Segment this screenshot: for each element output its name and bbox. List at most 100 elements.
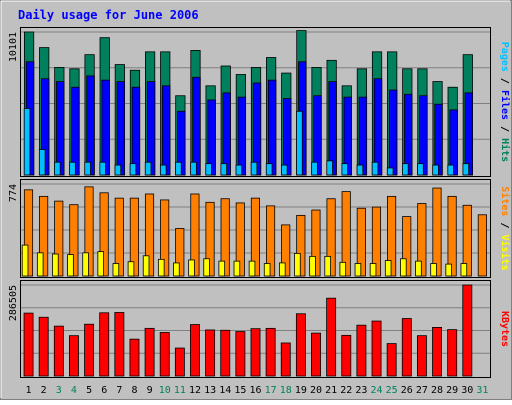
pages-bar xyxy=(447,164,454,176)
day-4-bars xyxy=(67,204,79,277)
day-3-bars xyxy=(53,325,64,377)
visits-bar-body xyxy=(203,258,210,277)
files-bar xyxy=(146,81,156,176)
pages-bar-body xyxy=(417,163,424,176)
day-9-bars xyxy=(144,327,155,377)
pages-bar xyxy=(220,163,228,176)
pages-bar xyxy=(159,164,167,176)
visits-bar-body xyxy=(430,263,437,277)
sites-bar-body xyxy=(281,224,291,277)
files-bar-body xyxy=(373,78,383,176)
day-10-bars xyxy=(157,199,170,277)
sites-bar xyxy=(281,224,291,277)
x-tick-label: 31 xyxy=(476,385,488,396)
pages-bar-body xyxy=(371,161,379,176)
kbytes-bar xyxy=(205,329,216,377)
y-axis-label-part: Hits xyxy=(499,138,511,162)
day-16-bars xyxy=(250,67,262,176)
kbytes-bar xyxy=(190,324,200,377)
day-6-bars xyxy=(99,312,110,377)
visits-bar xyxy=(445,263,452,277)
files-bar-body xyxy=(162,85,171,176)
files-bar xyxy=(358,96,368,176)
day-2-bars xyxy=(38,47,50,176)
day-16-bars xyxy=(248,197,260,277)
pages-bar-body xyxy=(159,164,167,176)
x-tick-label: 24 xyxy=(371,385,383,396)
day-30-bars xyxy=(462,284,473,377)
panel-visits-sites: 774 Sites / Visits xyxy=(8,179,511,278)
day-29-bars xyxy=(445,195,457,277)
files-bar xyxy=(116,81,126,176)
x-tick-label: 28 xyxy=(431,385,443,396)
sites-bar-body xyxy=(160,199,170,277)
sites-bar-body xyxy=(175,228,185,277)
kbytes-bar-body xyxy=(326,297,337,377)
x-tick-label: 11 xyxy=(174,385,186,396)
visits-bar xyxy=(173,262,180,277)
kbytes-bar xyxy=(99,312,110,377)
sites-bar xyxy=(235,202,245,277)
sites-bar-body xyxy=(462,204,472,277)
files-bar xyxy=(373,78,383,176)
files-bar xyxy=(388,89,398,176)
sites-bar xyxy=(417,203,427,277)
pages-bar-body xyxy=(432,164,439,176)
pages-bar xyxy=(386,167,394,176)
x-tick-label: 1 xyxy=(26,385,32,396)
day-1-bars xyxy=(23,312,34,377)
sites-bar-body xyxy=(190,193,200,277)
day-27-bars xyxy=(415,203,427,277)
pages-bar-body xyxy=(447,164,454,176)
day-14-bars xyxy=(218,198,230,277)
pages-bar xyxy=(99,161,106,176)
x-tick-label: 23 xyxy=(355,385,367,396)
files-bar-body xyxy=(56,81,65,176)
files-bar-body xyxy=(146,81,156,176)
files-bar xyxy=(404,93,413,176)
pages-bar xyxy=(23,108,31,176)
pages-bar-body xyxy=(296,110,303,176)
pages-bar xyxy=(356,164,364,176)
visits-bar xyxy=(279,262,286,277)
sites-bar-body xyxy=(99,192,109,277)
visits-bar xyxy=(400,258,407,277)
visits-bar-body xyxy=(97,251,105,277)
day-7-bars xyxy=(114,312,125,377)
kbytes-bar-body xyxy=(416,335,427,377)
pages-bar-body xyxy=(341,163,349,176)
day-3-bars xyxy=(52,200,64,277)
day-29-bars xyxy=(447,86,458,176)
visits-bar-body xyxy=(263,263,271,277)
files-bar xyxy=(237,96,247,176)
kbytes-bar-body xyxy=(23,312,34,377)
files-bar-body xyxy=(388,89,398,176)
x-tick-label: 19 xyxy=(295,385,307,396)
day-11-bars xyxy=(175,95,186,176)
y-axis-label: Sites / Visits xyxy=(499,186,511,270)
day-20-bars xyxy=(311,67,322,176)
visits-bar-body xyxy=(82,252,89,277)
day-10-bars xyxy=(159,332,170,377)
pages-bar xyxy=(402,163,409,176)
kbytes-bar xyxy=(53,325,64,377)
kbytes-bar xyxy=(356,324,367,377)
day-2-bars xyxy=(36,195,49,277)
day-4-bars xyxy=(69,68,80,176)
kbytes-bar-body xyxy=(190,324,200,377)
kbytes-bar-body xyxy=(250,328,261,377)
bars xyxy=(23,284,473,377)
pages-bar xyxy=(69,161,76,176)
visits-bar xyxy=(21,244,29,277)
day-19-bars xyxy=(294,214,306,277)
visits-bar xyxy=(36,252,44,277)
visits-bar-body xyxy=(369,263,377,277)
day-14-bars xyxy=(220,65,231,176)
day-4-bars xyxy=(69,335,79,377)
y-tick-label: 286505 xyxy=(8,285,19,321)
day-27-bars xyxy=(417,68,428,176)
pages-bar xyxy=(265,163,273,176)
day-13-bars xyxy=(203,201,215,277)
sites-bar xyxy=(175,228,185,277)
sites-bar-body xyxy=(84,186,94,277)
